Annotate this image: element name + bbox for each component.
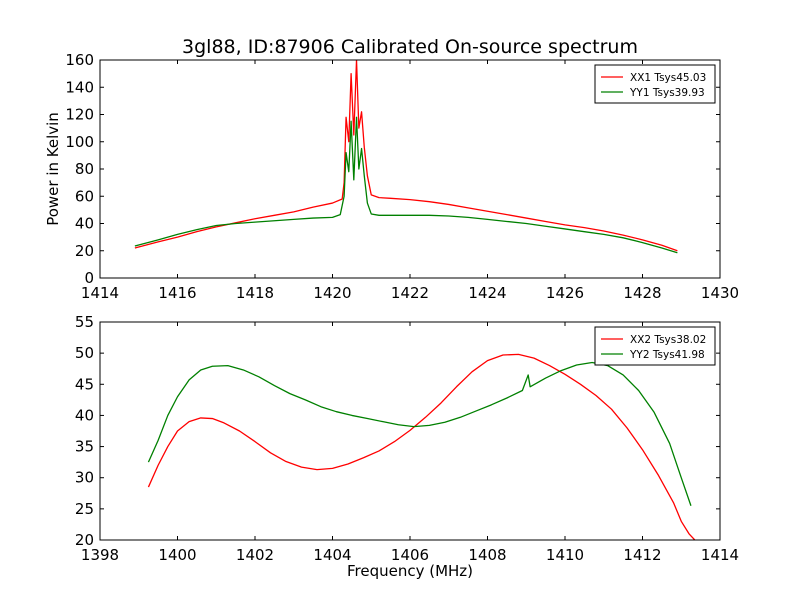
top-x-tick-label: 1420 xyxy=(313,284,351,302)
bottom-legend-label-2: YY2 Tsys41.98 xyxy=(629,349,705,361)
bottom-y-tick-label: 45 xyxy=(75,375,94,393)
top-y-tick-label: 100 xyxy=(65,133,94,151)
bottom-chart: Frequency (MHz) 1398 1400 1402 1404 1406 1408… xyxy=(75,313,739,580)
bottom-x-tick-label: 1412 xyxy=(623,546,661,564)
bottom-y-tick-label: 55 xyxy=(75,313,94,331)
bottom-x-tick-label: 1410 xyxy=(546,546,584,564)
top-y-tick-label: 80 xyxy=(75,160,94,178)
top-y-tick-label: 20 xyxy=(75,242,94,260)
top-y-tick-label: 40 xyxy=(75,215,94,233)
top-x-tick-label: 1422 xyxy=(391,284,429,302)
top-y-axis-label: Power in Kelvin xyxy=(44,112,62,226)
bottom-y-tick-label: 35 xyxy=(75,438,94,456)
top-x-tick-label: 1416 xyxy=(158,284,196,302)
bottom-y-tick-label: 40 xyxy=(75,406,94,424)
top-ticks: 1414 1416 1418 1420 1422 1424 1426 1428 1430 0 20 4… xyxy=(65,51,739,302)
bottom-legend: XX2 Tsys38.02 YY2 Tsys41.98 xyxy=(594,326,716,366)
top-legend: XX1 Tsys45.03 YY1 Tsys39.93 xyxy=(594,64,716,104)
top-chart: 3gl88, ID:87906 Calibrated On-source spe… xyxy=(44,36,739,302)
top-y-tick-label: 0 xyxy=(84,269,94,287)
top-series-layer xyxy=(134,60,678,254)
top-y-tick-label: 160 xyxy=(65,51,94,69)
top-y-tick-label: 140 xyxy=(65,78,94,96)
top-series-line-2 xyxy=(134,116,678,254)
top-chart-title: 3gl88, ID:87906 Calibrated On-source spe… xyxy=(182,36,638,58)
top-y-tick-label: 120 xyxy=(65,106,94,124)
bottom-y-tick-label: 30 xyxy=(75,469,94,487)
bottom-series-layer xyxy=(147,353,696,540)
bottom-y-tick-label: 50 xyxy=(75,344,94,362)
top-x-tick-label: 1418 xyxy=(236,284,274,302)
bottom-x-tick-label: 1398 xyxy=(81,546,119,564)
bottom-ticks: 1398 1400 1402 1404 1406 1408 1410 1412 1414 20 25… xyxy=(75,313,739,564)
top-legend-label-2: YY1 Tsys39.93 xyxy=(629,87,705,99)
top-legend-box xyxy=(594,64,716,104)
top-x-tick-label: 1424 xyxy=(468,284,506,302)
bottom-y-tick-label: 20 xyxy=(75,531,94,549)
bottom-x-tick-label: 1414 xyxy=(701,546,739,564)
top-x-tick-label: 1414 xyxy=(81,284,119,302)
bottom-x-tick-label: 1404 xyxy=(313,546,351,564)
top-legend-label-1: XX1 Tsys45.03 xyxy=(630,72,706,84)
top-plot-area: 1414 1416 1418 1420 1422 1424 1426 1428 1430 0 20 4… xyxy=(65,51,739,302)
top-x-tick-label: 1428 xyxy=(623,284,661,302)
bottom-x-axis-label: Frequency (MHz) xyxy=(347,562,473,580)
bottom-x-tick-label: 1402 xyxy=(236,546,274,564)
bottom-plot-area: 1398 1400 1402 1404 1406 1408 1410 1412 1414 20 25… xyxy=(75,313,739,564)
bottom-x-tick-label: 1406 xyxy=(391,546,429,564)
top-y-tick-label: 60 xyxy=(75,187,94,205)
bottom-series-line-2 xyxy=(147,361,692,506)
bottom-series-line-1 xyxy=(147,353,696,540)
top-series-line-1 xyxy=(134,60,678,252)
bottom-x-tick-label: 1408 xyxy=(468,546,506,564)
bottom-y-tick-label: 25 xyxy=(75,500,94,518)
bottom-x-tick-label: 1400 xyxy=(158,546,196,564)
top-x-tick-label: 1426 xyxy=(546,284,584,302)
bottom-legend-label-1: XX2 Tsys38.02 xyxy=(630,334,706,346)
top-x-tick-label: 1430 xyxy=(701,284,739,302)
bottom-legend-box xyxy=(594,326,716,366)
